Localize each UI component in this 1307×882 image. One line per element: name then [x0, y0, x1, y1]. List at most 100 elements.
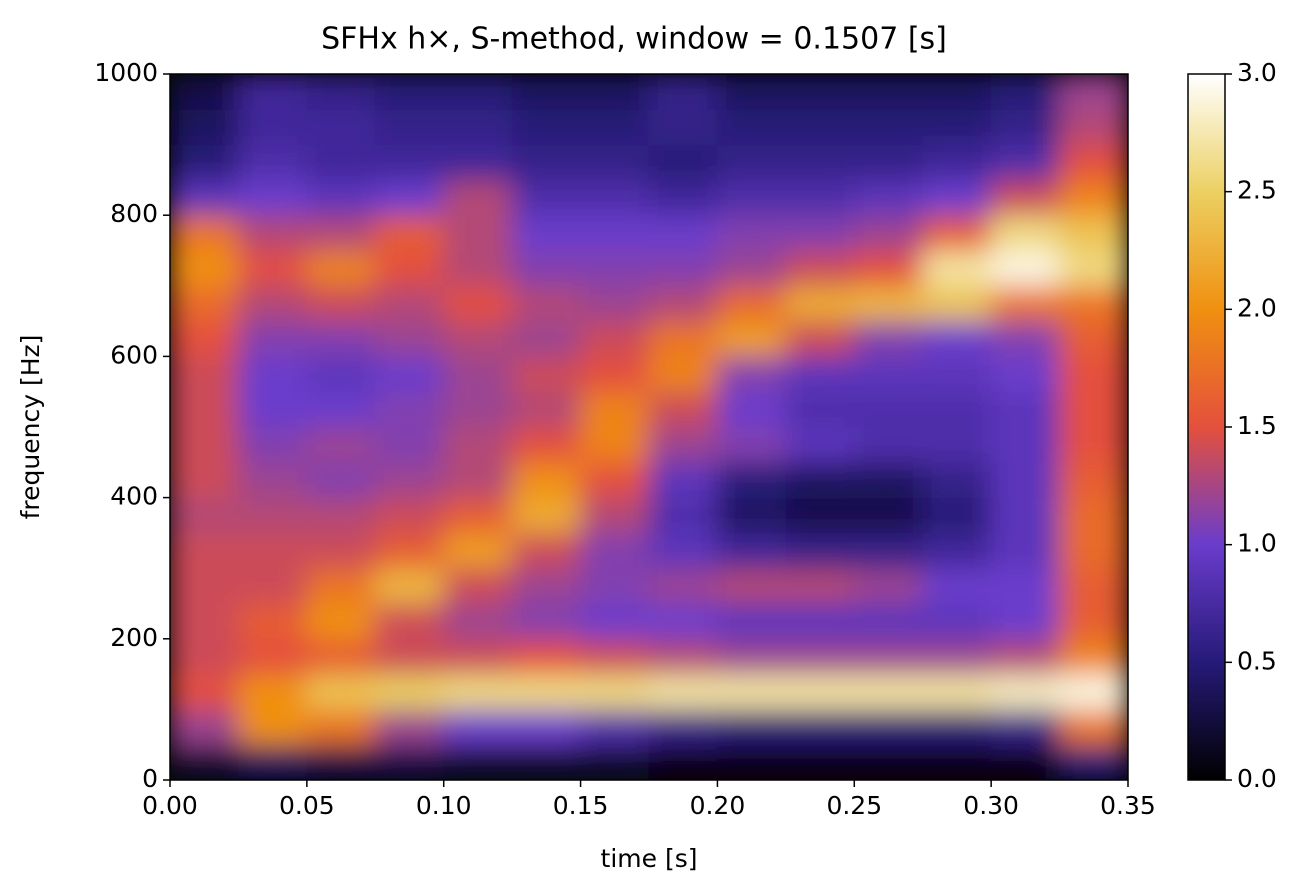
heatmap-cell	[1059, 532, 1128, 568]
heatmap-cell	[649, 250, 718, 286]
heatmap-cell	[306, 179, 375, 215]
heatmap-cell	[238, 74, 307, 110]
heatmap-cell	[785, 709, 854, 745]
heatmap-cell	[443, 532, 512, 568]
heatmap-cell	[306, 603, 375, 639]
heatmap-cell	[443, 568, 512, 604]
heatmap-cell	[512, 109, 581, 145]
heatmap-cell	[170, 532, 239, 568]
heatmap-cell	[1059, 250, 1128, 286]
heatmap-cell	[922, 497, 991, 533]
heatmap-cell	[854, 462, 923, 498]
heatmap-cell	[512, 285, 581, 321]
heatmap-cell	[1059, 744, 1128, 780]
heatmap-cell	[170, 74, 239, 110]
heatmap-cell	[512, 427, 581, 463]
heatmap-cell	[238, 497, 307, 533]
heatmap-cell	[238, 674, 307, 710]
heatmap-cell	[580, 215, 649, 251]
heatmap-cell	[375, 285, 444, 321]
heatmap-cell	[649, 497, 718, 533]
heatmap-cell	[991, 744, 1060, 780]
heatmap-cell	[854, 568, 923, 604]
heatmap-cell	[785, 427, 854, 463]
heatmap-cell	[375, 638, 444, 674]
heatmap-cell	[785, 250, 854, 286]
heatmap-cell	[512, 462, 581, 498]
heatmap-cell	[580, 391, 649, 427]
y-tick-label: 0	[142, 764, 158, 793]
heatmap-cell	[306, 144, 375, 180]
heatmap-cell	[580, 532, 649, 568]
chart-title: SFHx h×, S-method, window = 0.1507 [s]	[321, 22, 947, 57]
heatmap-cell	[991, 321, 1060, 357]
heatmap-cell	[854, 391, 923, 427]
heatmap-cell	[375, 674, 444, 710]
heatmap-cell	[238, 709, 307, 745]
x-tick-label: 0.30	[963, 791, 1019, 820]
heatmap-cell	[717, 462, 786, 498]
heatmap-cell	[238, 250, 307, 286]
heatmap-cell	[375, 709, 444, 745]
heatmap-cell	[170, 215, 239, 251]
heatmap-cell	[580, 638, 649, 674]
x-tick-label: 0.25	[826, 791, 882, 820]
heatmap-cell	[580, 179, 649, 215]
heatmap-cell	[854, 603, 923, 639]
heatmap-cell	[580, 250, 649, 286]
heatmap-cell	[717, 179, 786, 215]
plot-area	[170, 74, 1129, 781]
heatmap-cell	[991, 638, 1060, 674]
heatmap-cell	[512, 356, 581, 392]
heatmap-cell	[991, 250, 1060, 286]
heatmap-cell	[991, 356, 1060, 392]
heatmap-cell	[1059, 356, 1128, 392]
heatmap-cell	[1059, 568, 1128, 604]
y-axis-label: frequency [Hz]	[16, 335, 45, 520]
heatmap-cell	[170, 285, 239, 321]
heatmap-cell	[649, 109, 718, 145]
heatmap-cell	[306, 638, 375, 674]
heatmap-cell	[238, 215, 307, 251]
heatmap-cell	[922, 744, 991, 780]
heatmap-cell	[922, 638, 991, 674]
heatmap-cell	[170, 144, 239, 180]
heatmap-cell	[922, 144, 991, 180]
y-tick-label: 400	[110, 482, 158, 511]
heatmap-cell	[306, 321, 375, 357]
heatmap-cell	[649, 321, 718, 357]
heatmap-cell	[443, 744, 512, 780]
heatmap-cell	[170, 709, 239, 745]
heatmap-cell	[785, 144, 854, 180]
heatmap-cell	[1059, 603, 1128, 639]
heatmap-cell	[649, 709, 718, 745]
heatmap-cell	[306, 532, 375, 568]
heatmap-cell	[1059, 391, 1128, 427]
heatmap-cell	[580, 462, 649, 498]
heatmap-cell	[238, 427, 307, 463]
heatmap-cell	[512, 568, 581, 604]
heatmap-cell	[922, 215, 991, 251]
heatmap-cell	[443, 144, 512, 180]
heatmap-cell	[306, 109, 375, 145]
y-tick-label: 600	[110, 340, 158, 369]
heatmap-cell	[991, 709, 1060, 745]
heatmap-cell	[1059, 709, 1128, 745]
heatmap-cell	[922, 179, 991, 215]
heatmap-cell	[580, 74, 649, 110]
heatmap-cell	[238, 285, 307, 321]
heatmap-cell	[580, 709, 649, 745]
heatmap-cell	[306, 497, 375, 533]
heatmap-cell	[238, 603, 307, 639]
heatmap-cell	[512, 532, 581, 568]
heatmap-cell	[785, 285, 854, 321]
heatmap-cell	[443, 709, 512, 745]
heatmap-cell	[580, 427, 649, 463]
heatmap-cell	[170, 497, 239, 533]
heatmap-cell	[854, 532, 923, 568]
y-tick-label: 800	[110, 199, 158, 228]
x-tick-label: 0.05	[279, 791, 335, 820]
heatmap-cell	[443, 391, 512, 427]
heatmap-cell	[717, 709, 786, 745]
